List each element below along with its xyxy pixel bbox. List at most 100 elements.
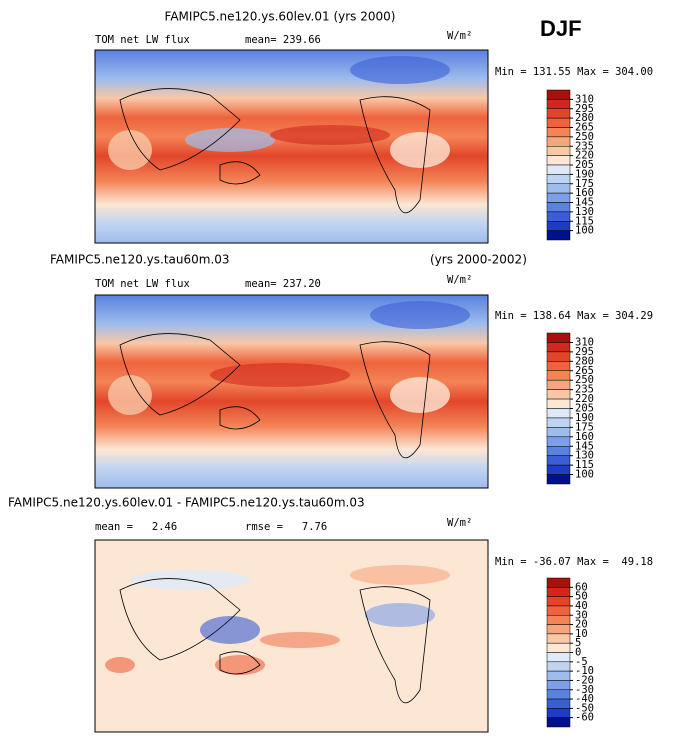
mean-value: mean= 237.20 (245, 278, 321, 290)
colorbar-label: 30 (575, 609, 588, 621)
colorbar-box (546, 389, 571, 400)
colorbar-box (546, 221, 571, 231)
colorbar-box (546, 436, 571, 447)
colorbar-box (546, 587, 571, 597)
colorbar-box (546, 127, 571, 138)
colorbar-box (546, 146, 571, 156)
colorbar-label: -10 (575, 665, 594, 677)
colorbar-box (546, 708, 571, 718)
colorbar-box (546, 332, 571, 343)
colorbar-label: 160 (575, 187, 594, 199)
colorbar-box (546, 342, 571, 353)
colorbar-box (546, 577, 571, 588)
min-max: Min = 138.64 Max = 304.29 (495, 310, 653, 322)
min-max: Min = -36.07 Max = 49.18 (495, 556, 653, 568)
colorbar-label: 40 (575, 600, 588, 612)
colorbar-label: 310 (575, 336, 594, 348)
colorbar-label: 295 (575, 103, 594, 115)
colorbar-box (546, 370, 571, 381)
colorbar-label: 60 (575, 581, 588, 593)
colorbar-box (546, 633, 571, 644)
colorbar-label: 145 (575, 197, 594, 209)
colorbar-label: 280 (575, 355, 594, 367)
colorbar-box (546, 398, 571, 409)
colorbar-label: 10 (575, 628, 588, 640)
colorbar-box (546, 670, 571, 681)
colorbar-label: 205 (575, 403, 594, 415)
panel-years: (yrs 2000-2002) (430, 253, 527, 267)
colorbar-label: 130 (575, 206, 594, 218)
colorbar-label: 190 (575, 412, 594, 424)
variable-name: TOM net LW flux (95, 34, 190, 46)
colorbar-box (546, 652, 571, 663)
colorbar-label: 235 (575, 140, 594, 152)
colorbar-box (546, 408, 571, 419)
units: W/m² (447, 517, 472, 529)
colorbar-box (546, 183, 571, 194)
colorbar-box (546, 689, 571, 700)
colorbar-label: 115 (575, 215, 594, 227)
panel-title: FAMIPC5.ne120.ys.60lev.01 - FAMIPC5.ne12… (8, 496, 365, 510)
colorbar-box (546, 698, 571, 709)
colorbar-label: 280 (575, 112, 594, 124)
colorbar-label: 295 (575, 346, 594, 358)
season-label: DJF (540, 16, 582, 41)
mean-value: mean = 2.46 (95, 521, 177, 533)
min-max: Min = 131.55 Max = 304.00 (495, 66, 653, 78)
colorbar-label: -40 (575, 693, 594, 705)
colorbar-label: 265 (575, 122, 594, 134)
colorbar-box (546, 192, 571, 203)
colorbar-label: 265 (575, 365, 594, 377)
colorbar-label: 0 (575, 647, 581, 659)
colorbar-box (546, 455, 571, 466)
colorbar-label: 50 (575, 591, 588, 603)
colorbar-box (546, 361, 571, 371)
colorbar-label: 310 (575, 93, 594, 105)
colorbar-label: -5 (575, 656, 588, 668)
colorbar-label: 175 (575, 178, 594, 190)
colorbar-box (546, 155, 571, 166)
rmse-value: rmse = 7.76 (245, 521, 327, 533)
colorbar-label: 190 (575, 168, 594, 180)
colorbar-box (546, 417, 571, 428)
panel-title: FAMIPC5.ne120.ys.60lev.01 (yrs 2000) (165, 10, 396, 24)
colorbar-box (546, 117, 571, 128)
colorbar-label: 250 (575, 374, 594, 386)
colorbar-label: 130 (575, 450, 594, 462)
colorbar-label: -60 (575, 712, 594, 724)
colorbar-box (546, 202, 571, 213)
units: W/m² (447, 30, 472, 42)
map (94, 539, 489, 733)
colorbar-label: 145 (575, 440, 594, 452)
colorbar-label: -30 (575, 684, 594, 696)
colorbar-label: 220 (575, 393, 594, 405)
colorbar-label: 100 (575, 469, 594, 481)
colorbar-label: 220 (575, 150, 594, 162)
colorbar-label: -50 (575, 702, 594, 714)
colorbar-label: 205 (575, 159, 594, 171)
colorbar-box (546, 108, 571, 119)
colorbar-label: 160 (575, 431, 594, 443)
colorbar-box (546, 605, 571, 616)
colorbar-box (546, 136, 571, 147)
colorbar-box (546, 351, 571, 362)
colorbar-box (546, 642, 571, 653)
colorbar-box (546, 446, 571, 456)
colorbar-label: 100 (575, 225, 594, 237)
colorbar-label: 20 (575, 619, 588, 631)
colorbar-label: 115 (575, 459, 594, 471)
colorbar-label: 175 (575, 421, 594, 433)
colorbar-box (546, 89, 571, 100)
panel-title: FAMIPC5.ne120.ys.tau60m.03 (50, 253, 230, 267)
colorbar-label: 250 (575, 131, 594, 143)
map (94, 49, 489, 244)
colorbar-box (546, 474, 571, 485)
colorbar-box (546, 230, 571, 241)
colorbar-label: -20 (575, 674, 594, 686)
colorbar-box (546, 717, 571, 728)
map (94, 294, 489, 489)
colorbar-label: 5 (575, 637, 581, 649)
colorbar-box (546, 680, 571, 690)
variable-name: TOM net LW flux (95, 278, 190, 290)
